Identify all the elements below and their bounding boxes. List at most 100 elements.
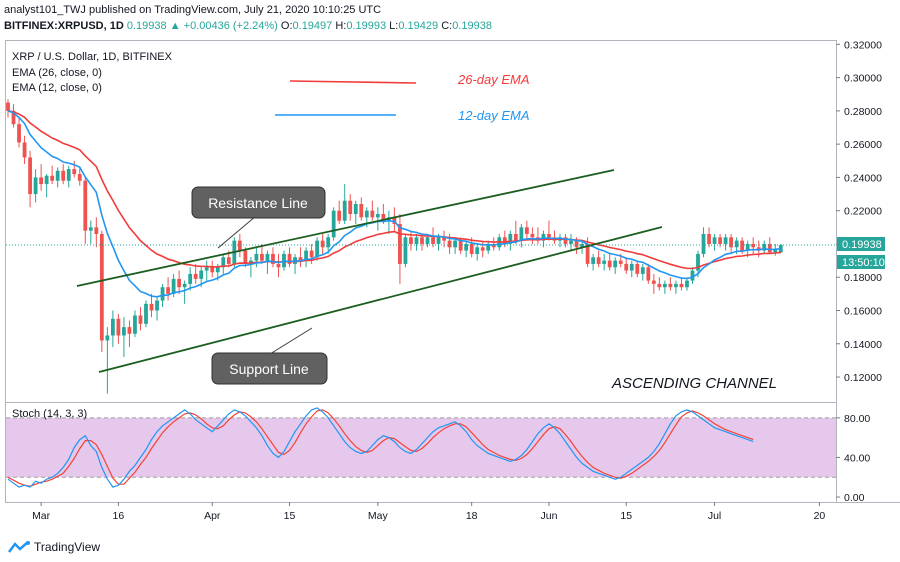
candle[interactable] [99, 230, 104, 353]
candle[interactable] [237, 233, 242, 258]
candle[interactable] [298, 247, 303, 268]
candle[interactable] [28, 150, 32, 208]
candle[interactable] [563, 233, 568, 248]
candle[interactable] [668, 277, 673, 291]
candle[interactable] [122, 317, 126, 358]
candle[interactable] [342, 184, 347, 224]
candle[interactable] [729, 233, 734, 254]
candle[interactable] [293, 253, 297, 274]
candle[interactable] [149, 293, 154, 318]
time-axis[interactable]: Mar 16 Apr 15 May 18 Jun 15 Jul 20 [32, 502, 825, 522]
candle[interactable] [166, 277, 170, 301]
candle[interactable] [61, 164, 66, 185]
support-line[interactable] [98, 226, 663, 373]
candle[interactable] [613, 257, 618, 274]
candle[interactable] [83, 177, 88, 244]
candle[interactable] [370, 200, 375, 221]
candle[interactable] [409, 230, 413, 251]
candle[interactable] [762, 240, 767, 254]
candle[interactable] [116, 313, 121, 344]
candle[interactable] [602, 253, 607, 271]
candle[interactable] [133, 310, 137, 338]
resistance-line[interactable] [76, 169, 615, 287]
candle[interactable] [707, 227, 711, 248]
candle[interactable] [44, 174, 49, 198]
candle[interactable] [359, 197, 364, 221]
tradingview-logo[interactable]: TradingView [8, 540, 100, 554]
candle[interactable] [221, 253, 226, 274]
candle[interactable] [524, 220, 529, 241]
candle[interactable] [536, 227, 540, 244]
candle[interactable] [304, 247, 308, 268]
candle[interactable] [66, 165, 71, 188]
candle[interactable] [624, 257, 629, 274]
candle[interactable] [420, 233, 424, 251]
candle[interactable] [519, 223, 524, 248]
candle[interactable] [204, 260, 209, 281]
candle[interactable] [635, 260, 640, 278]
candle[interactable] [260, 243, 264, 264]
candle[interactable] [591, 253, 596, 271]
candle[interactable] [431, 227, 435, 248]
candle[interactable] [453, 237, 458, 254]
candle[interactable] [513, 220, 518, 244]
candle[interactable] [254, 247, 259, 268]
candle[interactable] [398, 214, 402, 284]
candle[interactable] [530, 227, 535, 244]
candle[interactable] [94, 217, 99, 248]
candle[interactable] [248, 257, 253, 278]
candle[interactable] [662, 280, 667, 294]
candle[interactable] [331, 207, 336, 241]
candle[interactable] [679, 277, 684, 291]
candle[interactable] [386, 210, 391, 234]
candle[interactable] [72, 160, 77, 178]
candlestick-series[interactable] [6, 99, 783, 394]
candle[interactable] [685, 277, 689, 291]
candle[interactable] [326, 233, 331, 254]
candle[interactable] [182, 280, 187, 304]
candle[interactable] [348, 194, 353, 221]
candle[interactable] [491, 237, 496, 251]
candle[interactable] [105, 327, 110, 394]
candle[interactable] [596, 250, 601, 268]
candle[interactable] [657, 277, 662, 291]
candle[interactable] [651, 273, 656, 294]
candle[interactable] [320, 233, 325, 254]
candle[interactable] [188, 267, 193, 291]
candle[interactable] [767, 237, 772, 254]
candle[interactable] [629, 260, 634, 278]
candle[interactable] [193, 263, 198, 284]
candle[interactable] [392, 207, 397, 231]
candle[interactable] [144, 300, 148, 328]
candle[interactable] [403, 233, 408, 268]
support-callout[interactable] [211, 352, 328, 385]
candle[interactable] [11, 104, 16, 128]
candle[interactable] [155, 297, 159, 321]
candle[interactable] [646, 263, 651, 284]
candle[interactable] [486, 240, 491, 254]
candle[interactable] [6, 99, 10, 118]
candle[interactable] [690, 267, 695, 284]
candle[interactable] [88, 220, 93, 244]
candle[interactable] [723, 233, 728, 251]
candle[interactable] [127, 320, 132, 348]
candle[interactable] [110, 310, 115, 348]
candle[interactable] [480, 240, 485, 258]
candle[interactable] [464, 240, 469, 258]
candle[interactable] [640, 263, 645, 281]
candle[interactable] [271, 247, 275, 268]
candle[interactable] [17, 117, 21, 148]
candle[interactable] [22, 135, 27, 165]
candle[interactable] [50, 165, 55, 185]
candle[interactable] [287, 247, 292, 268]
candle[interactable] [210, 260, 215, 278]
candle[interactable] [751, 237, 756, 254]
candle[interactable] [375, 207, 380, 231]
candle[interactable] [337, 200, 342, 224]
candle[interactable] [138, 307, 143, 331]
stoch-axis[interactable]: 0.00 40.00 80.00 [836, 413, 870, 504]
candle[interactable] [177, 270, 182, 294]
candle[interactable] [701, 227, 706, 258]
candle[interactable] [475, 243, 480, 261]
